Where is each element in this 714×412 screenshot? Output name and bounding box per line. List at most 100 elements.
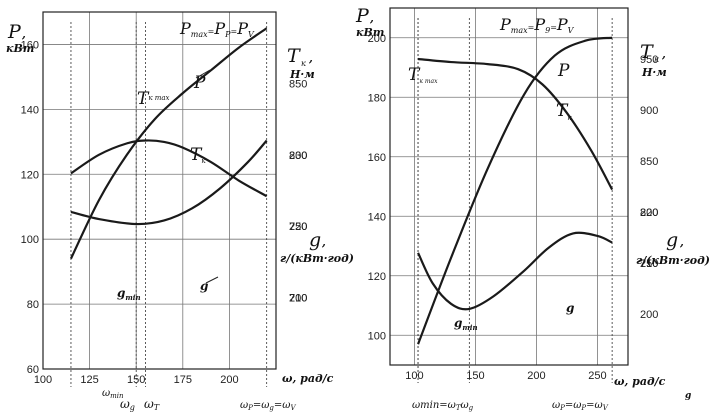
p-tick-right-1: 120 <box>368 271 386 283</box>
torque-axis-sub-right: к <box>654 55 659 64</box>
series-line-right-2 <box>417 231 613 311</box>
tkmax-annotation-right: Tк max <box>408 65 438 85</box>
series-line-right-0 <box>417 36 613 345</box>
torque-tick-left-1: 800 <box>289 150 307 162</box>
fuel-tick-right-2: 200 <box>640 309 658 321</box>
x-mark-omega-min-left: ωmin <box>102 388 124 400</box>
fuel-axis-symbol-right: g <box>666 229 678 251</box>
plot-frame-left <box>42 11 277 370</box>
power-axis-unit-left: кВт <box>6 42 34 55</box>
guide-lines-right <box>417 18 613 383</box>
x-mark-omega-min-right: ωmin=ωTωg <box>412 400 474 412</box>
torque-tick-right-3: 800 <box>640 207 658 219</box>
y-ticks-right: 100 120 140 160 180 200 <box>368 33 386 343</box>
tk-annotation-left: Tк <box>190 145 206 165</box>
fuel-tick-right-1: 210 <box>640 258 658 270</box>
power-axis-comma-left: , <box>21 28 26 41</box>
x-tick-right-1: 150 <box>466 370 484 382</box>
p-tick-left-0: 60 <box>27 364 39 376</box>
p-tick-left-1: 80 <box>27 299 39 311</box>
torque-tick-right-2: 850 <box>640 156 658 168</box>
guide-lines-left <box>70 22 268 387</box>
curves-left <box>69 27 268 260</box>
series-line-left-2 <box>70 139 268 226</box>
x-axis-label-right: ω, рад/с <box>614 375 666 388</box>
torque-tick-left-2: 850 <box>289 78 307 90</box>
p-tick-left-5: 160 <box>21 39 39 51</box>
fuel-axis-comma-right: , <box>679 236 684 249</box>
torque-axis-unit-left: Н·м <box>289 68 315 81</box>
p-tick-right-2: 140 <box>368 211 386 223</box>
x-tick-left-1: 125 <box>80 374 98 386</box>
fuel-axis-unit-right: г/(кВт·год) <box>636 254 710 267</box>
p-tick-left-3: 120 <box>21 169 39 181</box>
fuel-ticks-left: 210 220 230 <box>289 150 307 305</box>
torque-axis-unit-right: Н·м <box>641 66 667 79</box>
x-ticks-left: 100 125 150 175 200 <box>34 374 239 386</box>
fuel-tick-left-2: 230 <box>289 150 307 162</box>
x-mark-omega-pv-right: ωP=ωP=ωV <box>552 400 609 412</box>
torque-axis-comma-right: , <box>661 48 666 61</box>
fuel-ticks-right: 220 210 200 <box>640 207 658 321</box>
x-mark-omega-g-left: ωg <box>120 397 135 412</box>
p-annotation-right: P <box>557 61 570 81</box>
fuel-axis-unit-left: г/(кВт·год) <box>280 252 354 265</box>
power-axis-symbol-right: P <box>355 5 370 27</box>
fuel-axis-comma-left: , <box>321 236 326 249</box>
chart-right: 100 150 200 250 100 120 140 160 180 200 950 900 85… <box>355 5 710 412</box>
torque-tick-left-0: 750 <box>289 221 307 233</box>
p-tick-left-2: 100 <box>21 234 39 246</box>
torque-ticks-right: 950 900 850 800 750 <box>640 54 658 270</box>
torque-ticks-left: 750 800 850 700 <box>289 78 307 304</box>
p-tick-right-4: 180 <box>368 92 386 104</box>
torque-axis-symbol-right: T <box>640 41 654 63</box>
torque-axis-sub-left: к <box>301 59 306 68</box>
gmin-annotation-right: gmin <box>454 316 478 332</box>
series-line-right-1 <box>417 57 614 191</box>
p-tick-right-3: 160 <box>368 152 386 164</box>
p-tick-right-5: 200 <box>368 33 386 45</box>
p-tick-right-0: 100 <box>368 330 386 342</box>
torque-axis-comma-left: , <box>308 52 313 65</box>
x-tick-right-2: 200 <box>527 370 545 382</box>
x-tick-left-4: 200 <box>220 374 238 386</box>
torque-axis-symbol-left: T <box>287 45 301 67</box>
plot-frame-right <box>389 7 629 366</box>
x-mark-omega-t-left: ωT <box>144 397 160 412</box>
power-axis-unit-right: кВт <box>356 26 384 39</box>
x-tick-left-0: 100 <box>34 374 52 386</box>
grid-left <box>42 12 276 370</box>
x-axis-label-left: ω, рад/с <box>282 372 334 385</box>
p-leader-left <box>195 69 211 79</box>
x-tick-left-3: 175 <box>174 374 192 386</box>
g-leader-left <box>205 276 219 284</box>
x-ticks-right: 100 150 200 250 <box>405 370 606 382</box>
pmax-annotation-left: Pmax=PP=PV <box>179 19 255 39</box>
tkmax-annotation-left: Tк max <box>137 89 170 109</box>
fuel-axis-symbol-left: g <box>309 229 321 251</box>
torque-tick-right-4: 750 <box>640 258 658 270</box>
fuel-tick-left-1: 220 <box>289 221 307 233</box>
g-annotation-left: g <box>200 279 208 293</box>
gmin-annotation-left: gmin <box>117 286 141 302</box>
x-tick-right-0: 100 <box>405 370 423 382</box>
torque-tick-left-3: 700 <box>289 293 307 305</box>
corner-mark: g <box>685 391 691 401</box>
curves-right <box>417 36 614 345</box>
torque-tick-right-1: 900 <box>640 105 658 117</box>
fuel-tick-right-0: 220 <box>640 207 658 219</box>
g-annotation-right: g <box>566 301 574 315</box>
grid-right <box>390 8 628 365</box>
power-axis-symbol-left: P <box>7 21 22 43</box>
torque-tick-right-0: 950 <box>640 54 658 66</box>
fuel-tick-left-0: 210 <box>289 293 307 305</box>
series-line-left-1 <box>70 139 268 198</box>
p-tick-left-4: 140 <box>21 104 39 116</box>
series-line-left-0 <box>69 27 268 260</box>
x-mark-omega-pv-left: ωP=ωg=ωV <box>240 400 296 412</box>
power-axis-comma-right: , <box>369 12 374 25</box>
tk-annotation-right: Tк <box>556 101 572 122</box>
pmax-annotation-right: Pmax=P9=PV <box>499 15 575 35</box>
